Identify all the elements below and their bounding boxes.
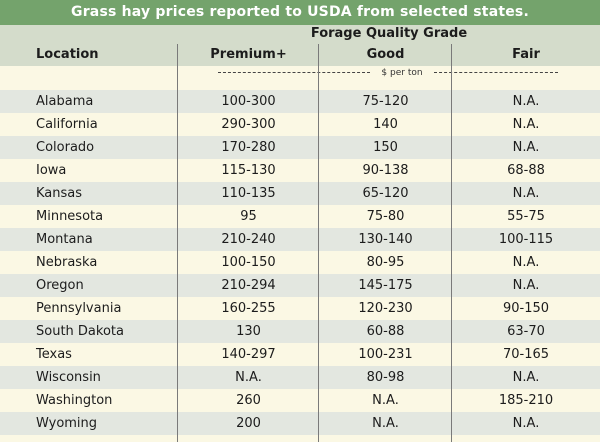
good-price-cell: 130-140 — [358, 232, 413, 247]
table-row: Washington 260 N.A. 185-210 — [0, 389, 600, 412]
location-cell: Pennsylvania — [36, 301, 122, 316]
fair-price-cell: 185-210 — [498, 393, 554, 408]
good-price-cell: 90-138 — [362, 163, 409, 178]
premium-price-cell: 130 — [236, 324, 261, 339]
units-dash-right — [434, 72, 558, 73]
table-row: Minnesota 95 75-80 55-75 — [0, 205, 600, 228]
good-price-cell: 140 — [373, 117, 398, 132]
good-price-cell: 80-98 — [366, 370, 405, 385]
table-row: Montana 210-240 130-140 100-115 — [0, 228, 600, 251]
table-row: Nebraska 100-150 80-95 N.A. — [0, 251, 600, 274]
fair-price-cell: 63-70 — [507, 324, 545, 339]
good-price-cell: 75-80 — [366, 209, 405, 224]
table-row: Wisconsin N.A. 80-98 N.A. — [0, 366, 600, 389]
location-cell: Alabama — [36, 94, 94, 109]
premium-price-cell: N.A. — [235, 370, 262, 385]
column-header-location: Location — [36, 47, 99, 62]
location-cell: Wisconsin — [36, 370, 101, 385]
table-row: Texas 140-297 100-231 70-165 — [0, 343, 600, 366]
fair-price-cell: 100-115 — [498, 232, 554, 247]
location-cell: Minnesota — [36, 209, 104, 224]
column-header-fair: Fair — [512, 47, 540, 62]
location-cell: Wyoming — [36, 416, 98, 431]
location-cell: Iowa — [36, 163, 67, 178]
fair-price-cell: 55-75 — [507, 209, 545, 224]
column-divider — [318, 44, 319, 442]
premium-price-cell: 170-280 — [221, 140, 276, 155]
premium-price-cell: 210-240 — [221, 232, 276, 247]
premium-price-cell: 160-255 — [221, 301, 276, 316]
premium-price-cell: 210-294 — [221, 278, 276, 293]
location-cell: Oregon — [36, 278, 84, 293]
premium-price-cell: 260 — [236, 393, 261, 408]
table-row: Kansas 110-135 65-120 N.A. — [0, 182, 600, 205]
column-divider — [451, 44, 452, 442]
fair-price-cell: 68-88 — [507, 163, 545, 178]
column-divider — [177, 44, 178, 442]
fair-price-cell: 90-150 — [502, 301, 550, 316]
premium-price-cell: 140-297 — [221, 347, 276, 362]
premium-price-cell: 290-300 — [221, 117, 276, 132]
location-cell: California — [36, 117, 98, 132]
fair-price-cell: 70-165 — [502, 347, 550, 362]
good-price-cell: 150 — [373, 140, 398, 155]
fair-price-cell: N.A. — [512, 255, 540, 270]
location-cell: Montana — [36, 232, 93, 247]
table-header: Forage Quality Grade Location Premium+ G… — [0, 25, 600, 66]
premium-price-cell: 100-150 — [221, 255, 276, 270]
good-price-cell: 60-88 — [366, 324, 405, 339]
good-price-cell: 100-231 — [358, 347, 413, 362]
location-cell: Texas — [36, 347, 72, 362]
fair-price-cell: N.A. — [512, 186, 540, 201]
premium-price-cell: 95 — [240, 209, 257, 224]
location-cell: Colorado — [36, 140, 95, 155]
table-title: Grass hay prices reported to USDA from s… — [0, 0, 600, 25]
table-row: Oregon 210-294 145-175 N.A. — [0, 274, 600, 297]
fair-price-cell: N.A. — [512, 416, 540, 431]
good-price-cell: 120-230 — [358, 301, 413, 316]
units-label: $ per ton — [381, 68, 423, 78]
location-cell: Nebraska — [36, 255, 98, 270]
units-dash-left — [218, 72, 370, 73]
fair-price-cell: N.A. — [512, 117, 540, 132]
column-header-good: Good — [366, 47, 405, 62]
good-price-cell: N.A. — [372, 416, 399, 431]
table-body: Alabama 100-300 75-120 N.A. California 290-30… — [0, 90, 600, 435]
premium-price-cell: 100-300 — [221, 94, 276, 109]
premium-price-cell: 110-135 — [221, 186, 276, 201]
good-price-cell: 75-120 — [362, 94, 409, 109]
table-row: Pennsylvania 160-255 120-230 90-150 — [0, 297, 600, 320]
fair-price-cell: N.A. — [512, 370, 540, 385]
location-cell: Kansas — [36, 186, 83, 201]
table-row: South Dakota 130 60-88 63-70 — [0, 320, 600, 343]
fair-price-cell: N.A. — [512, 278, 540, 293]
table-row: Wyoming 200 N.A. N.A. — [0, 412, 600, 435]
good-price-cell: 145-175 — [358, 278, 413, 293]
premium-price-cell: 200 — [236, 416, 261, 431]
table-row: Alabama 100-300 75-120 N.A. — [0, 90, 600, 113]
table-row: Colorado 170-280 150 N.A. — [0, 136, 600, 159]
forage-grade-group-label: Forage Quality Grade — [310, 26, 468, 41]
column-header-premium: Premium+ — [210, 47, 287, 62]
good-price-cell: 65-120 — [362, 186, 409, 201]
fair-price-cell: N.A. — [512, 94, 540, 109]
table-row: Iowa 115-130 90-138 68-88 — [0, 159, 600, 182]
units-row: $ per ton — [0, 66, 600, 90]
premium-price-cell: 115-130 — [221, 163, 276, 178]
location-cell: South Dakota — [36, 324, 124, 339]
good-price-cell: N.A. — [372, 393, 399, 408]
fair-price-cell: N.A. — [512, 140, 540, 155]
good-price-cell: 80-95 — [366, 255, 405, 270]
table-row: California 290-300 140 N.A. — [0, 113, 600, 136]
location-cell: Washington — [36, 393, 113, 408]
